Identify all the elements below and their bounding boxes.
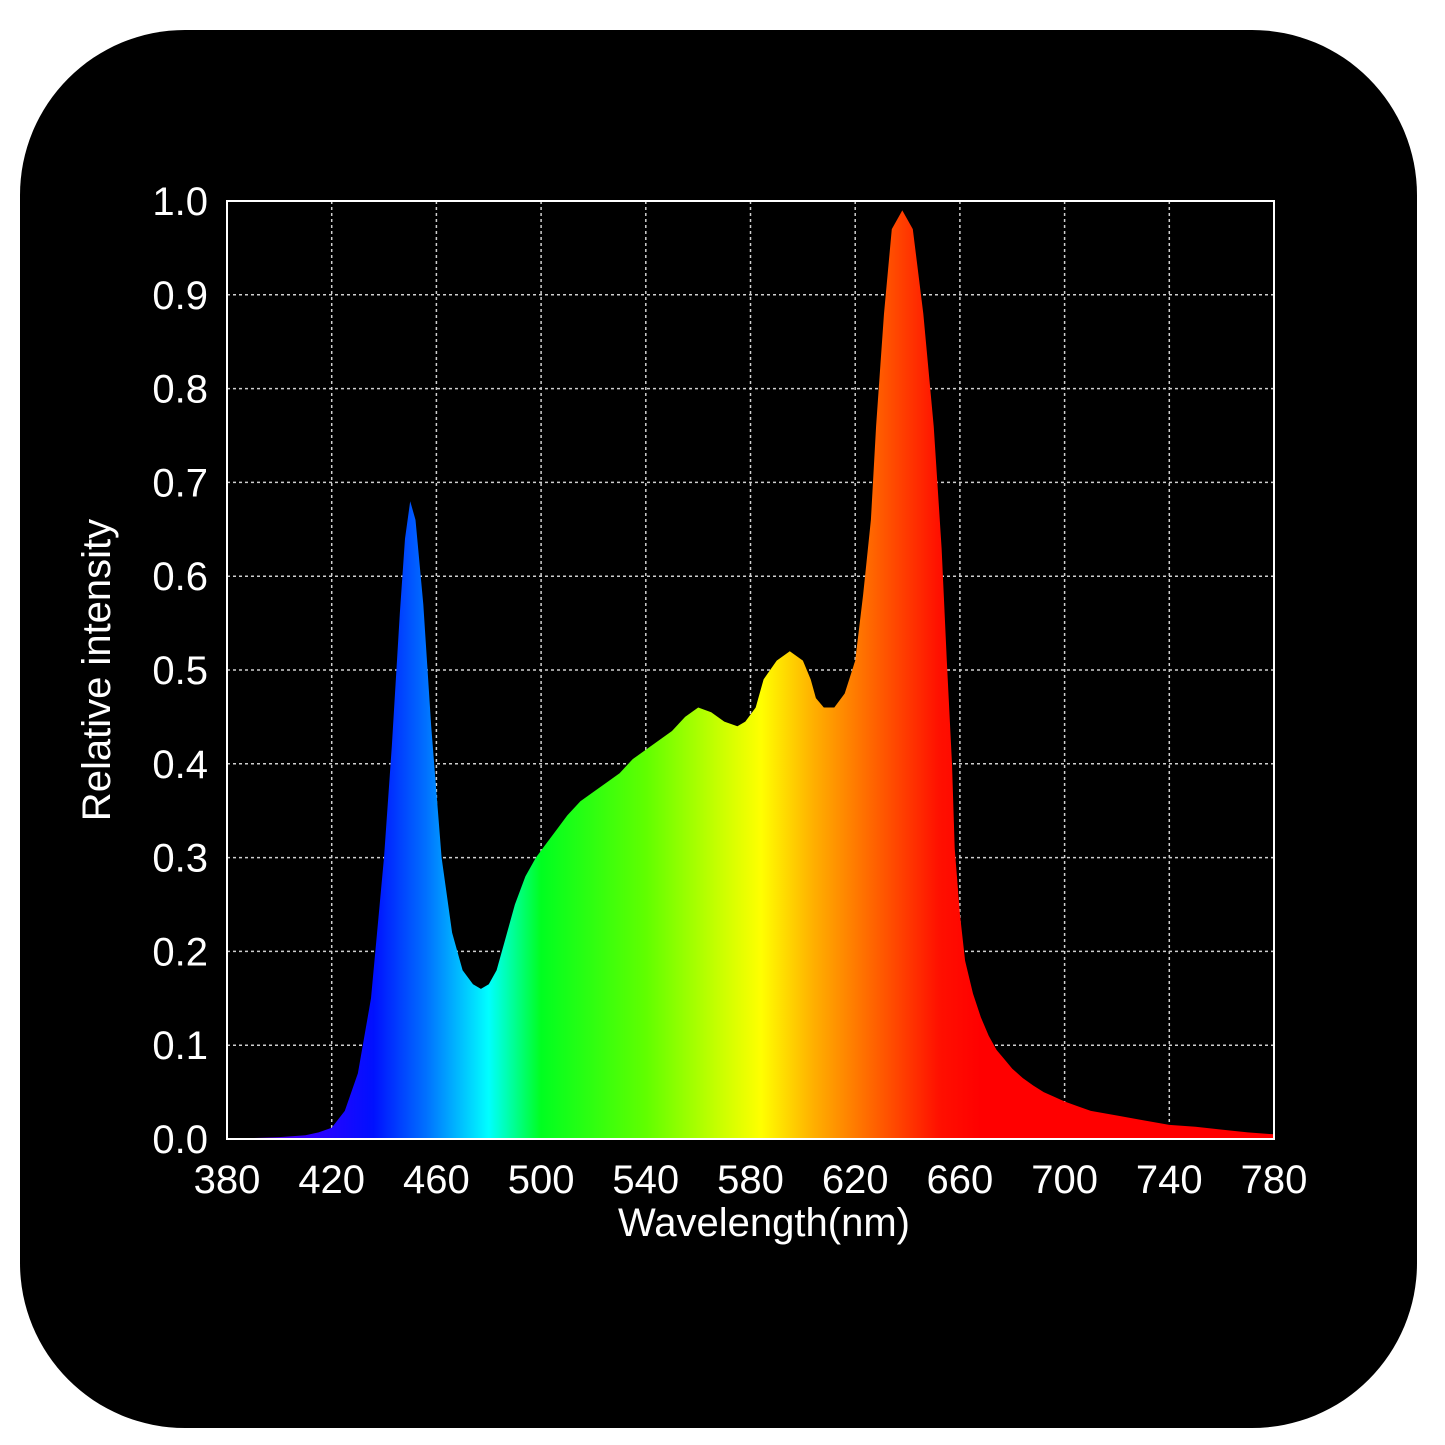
x-tick-label: 540 xyxy=(612,1158,679,1202)
x-tick-label: 780 xyxy=(1241,1158,1308,1202)
x-tick-label: 380 xyxy=(194,1158,261,1202)
x-tick-label: 420 xyxy=(298,1158,365,1202)
x-tick-label: 660 xyxy=(927,1158,994,1202)
y-axis-label: Relative intensity xyxy=(75,519,119,821)
y-tick-label: 0.4 xyxy=(152,743,208,787)
y-tick-label: 0.9 xyxy=(152,274,208,318)
x-tick-label: 700 xyxy=(1031,1158,1098,1202)
plot-frame xyxy=(226,200,1275,1140)
x-tick-label: 460 xyxy=(403,1158,470,1202)
x-tick-label: 580 xyxy=(717,1158,784,1202)
y-tick-label: 0.3 xyxy=(152,837,208,881)
y-tick-label: 0.7 xyxy=(152,461,208,505)
x-axis-ticks: 380 420 460 500 540 580 620 660 700 740 780 xyxy=(194,1158,1308,1202)
spectrum-area xyxy=(227,210,1274,1139)
y-tick-label: 0.6 xyxy=(152,555,208,599)
y-tick-label: 0.1 xyxy=(152,1024,208,1068)
y-tick-label: 0.0 xyxy=(152,1118,208,1162)
y-tick-label: 1.0 xyxy=(152,180,208,224)
x-tick-label: 500 xyxy=(508,1158,575,1202)
x-tick-label: 740 xyxy=(1136,1158,1203,1202)
y-tick-label: 0.2 xyxy=(152,930,208,974)
y-tick-label: 0.5 xyxy=(152,649,208,693)
y-tick-label: 0.8 xyxy=(152,368,208,412)
x-tick-label: 620 xyxy=(822,1158,889,1202)
y-axis-ticks: 0.0 0.1 0.2 0.3 0.4 0.5 0.6 0.7 0.8 0.9 1.0 xyxy=(152,180,208,1162)
x-axis-label: Wavelength(nm) xyxy=(618,1201,910,1245)
